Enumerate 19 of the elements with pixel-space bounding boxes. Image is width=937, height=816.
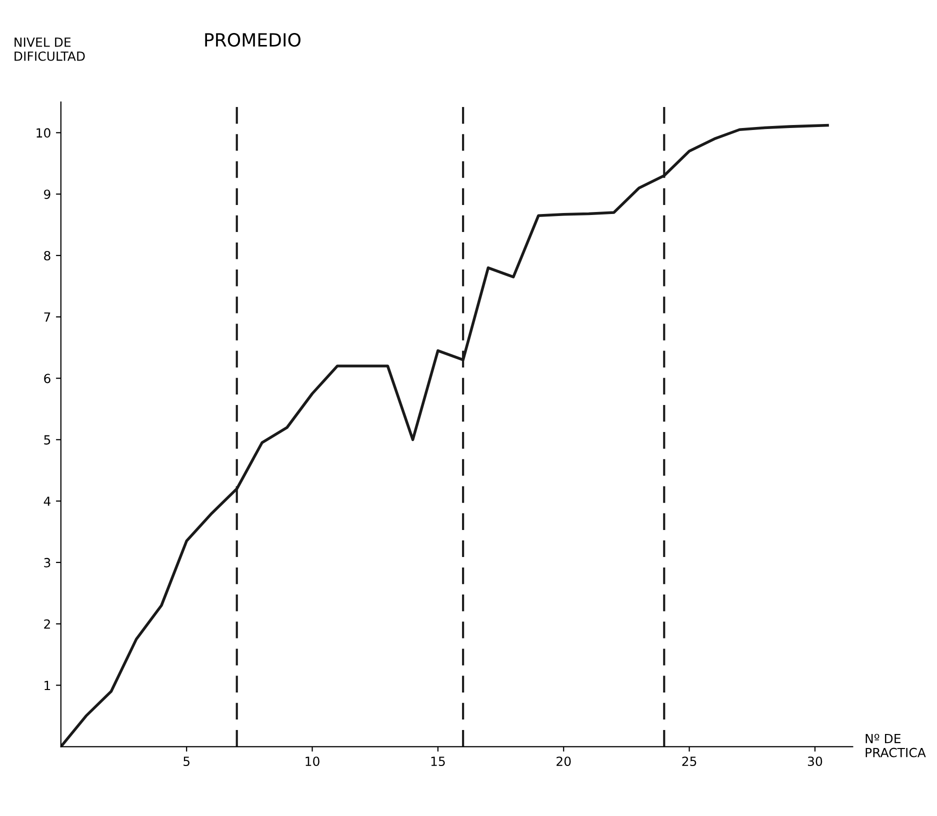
x-tick-label: 25 (682, 756, 696, 766)
y-tick-label: 9 (44, 190, 50, 200)
chart-title: PROMEDIO (205, 33, 300, 47)
y-tick-label: 2 (44, 619, 50, 629)
x-tick-label: 30 (808, 756, 822, 766)
y-tick-label: 5 (44, 435, 50, 445)
y-tick-label: 4 (44, 496, 50, 506)
x-axis-title: Nº DE PRACTICA (866, 734, 926, 758)
y-tick-label: 10 (36, 128, 50, 138)
y-tick-label: 1 (44, 680, 50, 690)
y-axis-title: NIVEL DE DIFICULTAD (14, 38, 85, 61)
x-tick-label: 5 (184, 756, 190, 766)
y-tick-label: 7 (44, 312, 50, 322)
x-tick-label: 15 (431, 756, 445, 766)
y-tick-label: 3 (44, 558, 50, 568)
y-tick-label: 6 (44, 374, 50, 384)
x-tick-label: 10 (306, 756, 320, 766)
x-tick-label: 20 (556, 756, 571, 766)
y-tick-label: 8 (44, 250, 50, 260)
